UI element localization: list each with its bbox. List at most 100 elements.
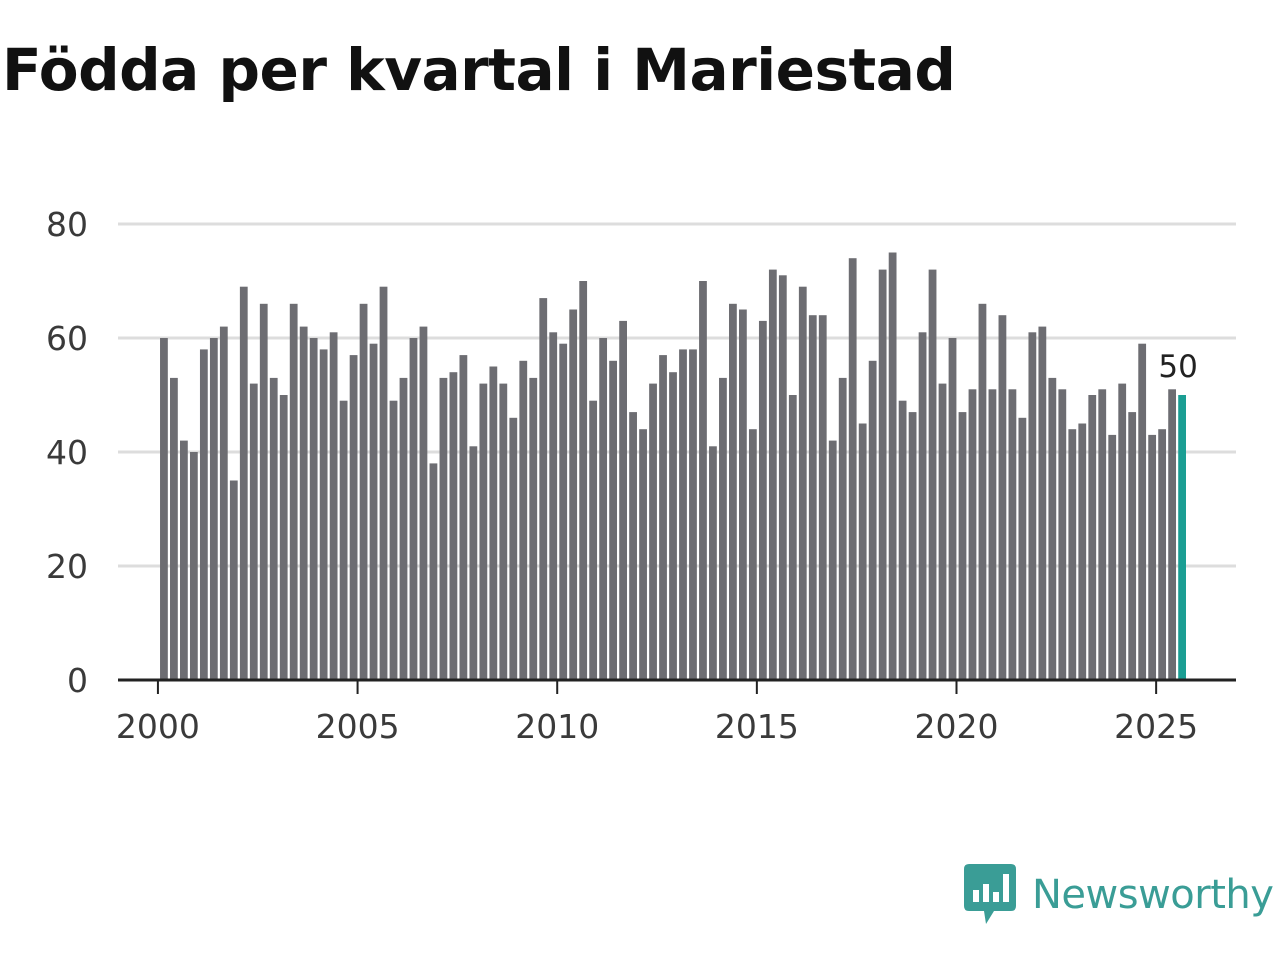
bar	[978, 303, 987, 680]
y-tick-label: 0	[67, 661, 88, 700]
bars	[160, 252, 1186, 680]
bar	[349, 355, 358, 680]
bar	[748, 429, 757, 680]
bar	[449, 372, 458, 680]
bar	[549, 332, 558, 680]
bar	[1038, 326, 1047, 680]
chart-title: Födda per kvartal i Mariestad	[2, 36, 956, 104]
y-tick-label: 60	[46, 319, 88, 358]
bar	[838, 377, 847, 680]
bar	[1068, 429, 1077, 680]
bar	[489, 366, 498, 680]
bar	[699, 281, 707, 680]
bar	[908, 412, 917, 680]
bar	[499, 383, 508, 680]
bar	[858, 423, 867, 680]
bar-latest	[1178, 395, 1186, 680]
bar	[379, 286, 388, 680]
x-tick-label: 2020	[915, 707, 999, 746]
bar	[619, 320, 627, 680]
bar	[609, 360, 618, 680]
bar	[479, 383, 488, 680]
bar	[1008, 389, 1017, 680]
bar	[329, 332, 338, 680]
bar	[279, 395, 288, 680]
bar	[958, 412, 967, 680]
bar	[1138, 343, 1147, 680]
bar	[928, 269, 937, 680]
newsworthy-logo: Newsworthy	[964, 864, 1274, 926]
bar	[569, 309, 578, 680]
bar	[439, 377, 448, 680]
bar	[988, 389, 997, 680]
x-axis-ticks: 2000 2005 2010 2015 2020 2025	[116, 680, 1198, 746]
bar	[878, 269, 887, 680]
bar	[629, 412, 637, 680]
bar	[938, 383, 947, 680]
x-tick-label: 2015	[715, 707, 799, 746]
bar	[359, 303, 368, 680]
bar	[689, 349, 697, 680]
bar	[259, 303, 268, 680]
bar	[948, 338, 957, 680]
y-tick-label: 20	[46, 547, 88, 586]
newsworthy-logo-icon	[964, 864, 1016, 924]
bar	[399, 377, 408, 680]
bar	[529, 377, 538, 680]
x-tick-label: 2010	[515, 707, 599, 746]
bar	[519, 360, 528, 680]
bar	[1108, 434, 1117, 680]
bar	[998, 315, 1007, 680]
brand-name: Newsworthy	[1032, 872, 1274, 918]
bar	[1028, 332, 1037, 680]
bar	[599, 338, 608, 680]
bar	[968, 389, 977, 680]
bar	[918, 332, 927, 680]
bar	[1158, 429, 1167, 680]
bar	[1048, 377, 1057, 680]
bar	[1018, 417, 1027, 680]
bar	[828, 440, 837, 680]
bar	[1118, 383, 1127, 680]
bar	[659, 355, 667, 680]
bar	[559, 343, 568, 680]
bar	[189, 452, 198, 680]
bar	[768, 269, 777, 680]
bar	[309, 338, 318, 680]
y-tick-label: 80	[46, 205, 88, 244]
bar	[509, 417, 518, 680]
bar	[1168, 389, 1177, 680]
bar	[1078, 423, 1087, 680]
bar	[369, 343, 378, 680]
bar	[669, 372, 677, 680]
bar	[788, 395, 797, 680]
bar	[758, 320, 767, 680]
x-tick-label: 2000	[116, 707, 200, 746]
bar	[1148, 434, 1157, 680]
bar	[888, 252, 897, 680]
bar	[319, 349, 328, 680]
bar	[229, 480, 238, 680]
bar	[818, 315, 827, 680]
bar	[1088, 395, 1097, 680]
bar	[679, 349, 687, 680]
bar	[539, 298, 548, 680]
y-axis-labels: 0 20 40 60 80	[46, 205, 88, 700]
bar	[649, 383, 657, 680]
bar	[579, 281, 588, 680]
bar	[469, 446, 478, 680]
bar	[729, 303, 737, 680]
y-tick-label: 40	[46, 433, 88, 472]
bar	[299, 326, 308, 680]
bar	[219, 326, 228, 680]
x-tick-label: 2025	[1114, 707, 1198, 746]
annotations: 50	[1158, 349, 1197, 385]
bar	[719, 377, 727, 680]
bar	[868, 360, 877, 680]
bar	[289, 303, 298, 680]
bar	[898, 400, 907, 680]
bar	[269, 377, 278, 680]
bar	[239, 286, 248, 680]
bar	[419, 326, 428, 680]
